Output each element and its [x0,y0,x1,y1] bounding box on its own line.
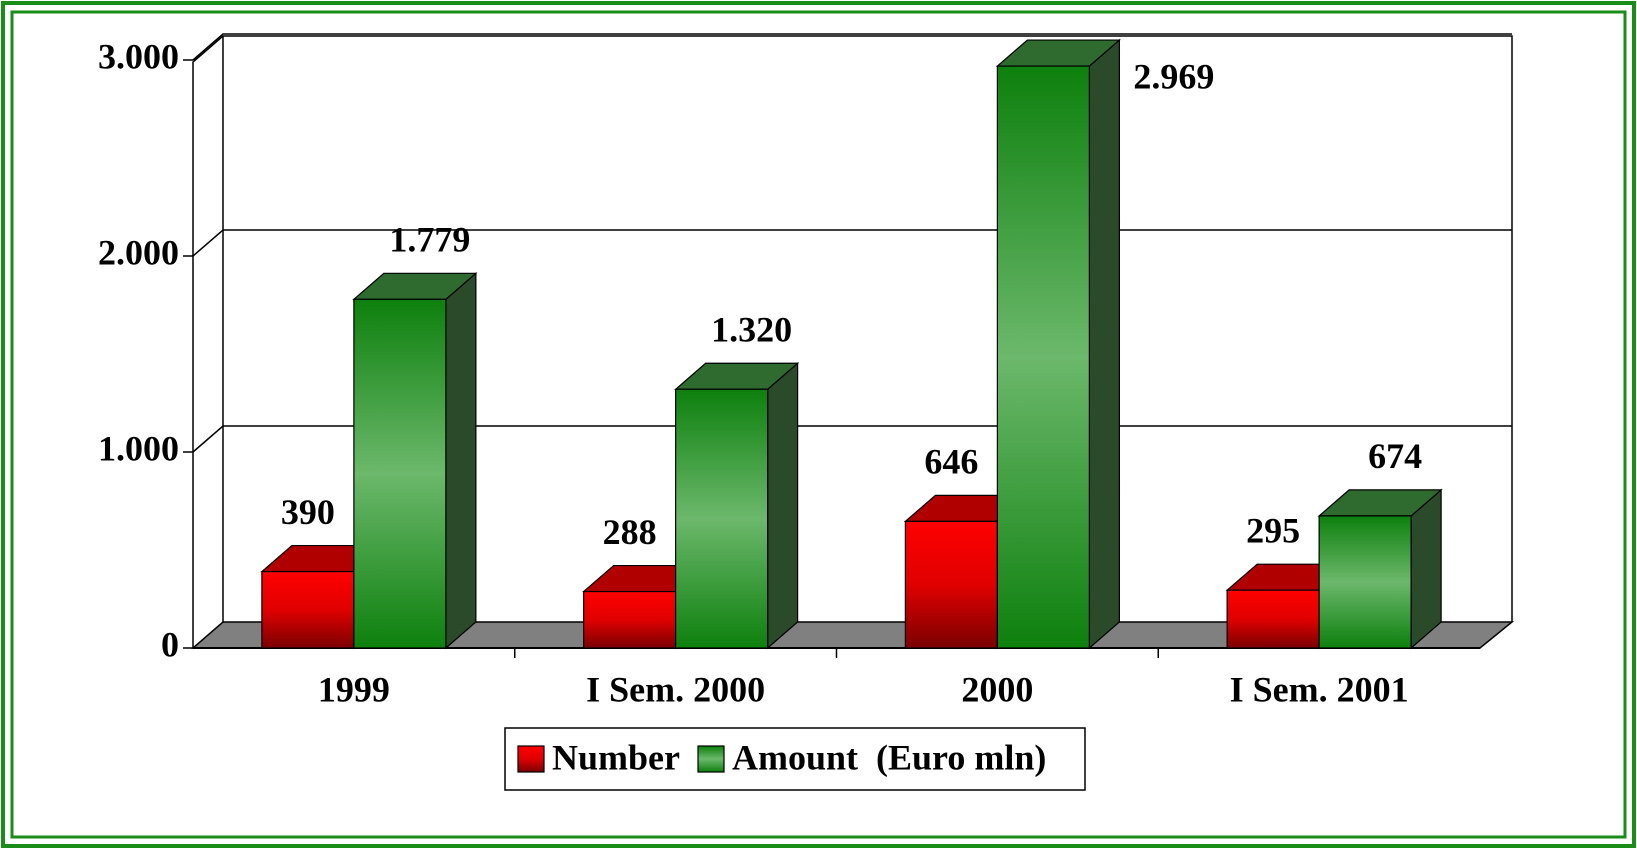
legend-swatch [697,745,725,773]
bar [1317,488,1443,650]
legend-label: Amount (Euro mln) [732,737,1046,777]
legend-label: Number [552,737,680,777]
y-tick-label: 3.000 [98,36,179,76]
bar-face [261,570,355,649]
bar [995,38,1121,650]
frame-inner [10,10,1627,839]
value-label: 295 [1246,510,1300,550]
value-label: 1.320 [711,310,792,350]
bar-face [445,272,477,650]
value-label: 288 [603,512,657,552]
legend-swatch [517,745,545,773]
y-tick-label: 1.000 [98,428,179,468]
bar [352,272,478,650]
x-tick-label: I Sem. 2000 [586,669,765,709]
bar-face [675,388,769,649]
bar-face [996,65,1090,649]
bar-face [767,361,799,650]
x-tick-label: 2000 [961,669,1033,709]
y-tick-label: 2.000 [98,232,179,272]
bar-face [1226,589,1320,649]
bar-face [904,520,998,649]
bar [674,361,800,650]
bar-face [1410,488,1442,650]
x-tick-label: I Sem. 2001 [1230,669,1409,709]
value-label: 1.779 [389,220,470,260]
bar-face [1088,38,1120,650]
value-label: 2.969 [1133,56,1214,96]
x-tick-label: 1999 [318,669,390,709]
bar-face [583,590,677,649]
legend [504,727,1086,791]
value-label: 646 [924,442,978,482]
value-label: 674 [1368,436,1422,476]
value-label: 390 [281,492,335,532]
grid-line [192,33,1512,61]
bar-face [1318,515,1412,649]
y-tick-label: 0 [161,624,179,664]
bar-face [353,298,447,649]
